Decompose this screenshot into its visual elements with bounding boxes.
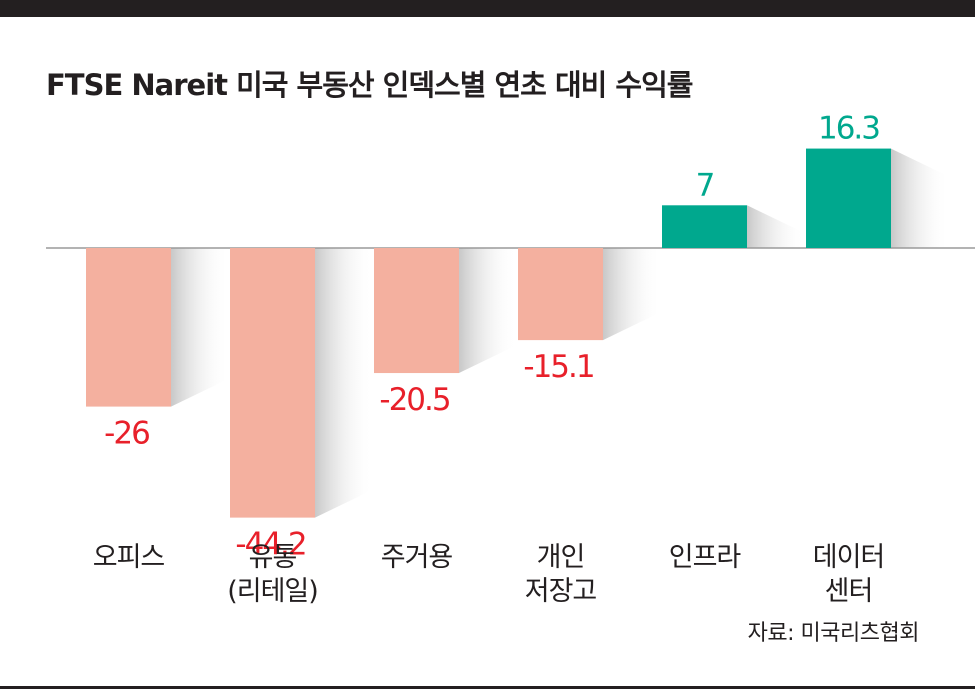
source-note: 자료: 미국리츠협회 <box>747 621 920 646</box>
bar-shadow <box>603 248 661 341</box>
category-label: 주거용 <box>381 542 453 573</box>
data-label: 16.3 <box>818 111 879 147</box>
category-label: 개인 <box>537 542 585 573</box>
data-label: 7 <box>696 167 714 203</box>
chart-title: FTSE Nareit 미국 부동산 인덱스별 연초 대비 수익률 <box>46 68 693 102</box>
bar-shadow <box>459 248 517 374</box>
data-label: -15.1 <box>523 349 593 385</box>
bar <box>374 248 459 374</box>
bottom-border-line <box>0 686 975 689</box>
bar <box>230 248 315 518</box>
bar <box>518 248 603 341</box>
category-label: 데이터 <box>813 542 885 573</box>
bar-shadow <box>891 148 949 248</box>
category-label: 오피스 <box>93 542 165 573</box>
category-label: (리테일) <box>227 576 318 607</box>
data-label: -26 <box>104 416 149 452</box>
category-label: 센터 <box>825 576 873 607</box>
top-border-bar <box>0 0 975 17</box>
bar <box>86 248 171 407</box>
category-label: 인프라 <box>669 542 742 573</box>
data-label: -44.2 <box>235 527 305 563</box>
bar-shadow <box>747 205 805 248</box>
bar <box>806 148 891 248</box>
bar <box>662 205 747 248</box>
bar-shadow <box>315 248 373 518</box>
data-label: -20.5 <box>379 382 449 418</box>
bar-shadow <box>171 248 229 407</box>
category-label: 저장고 <box>525 576 597 607</box>
category-label: 유통 <box>249 542 297 573</box>
